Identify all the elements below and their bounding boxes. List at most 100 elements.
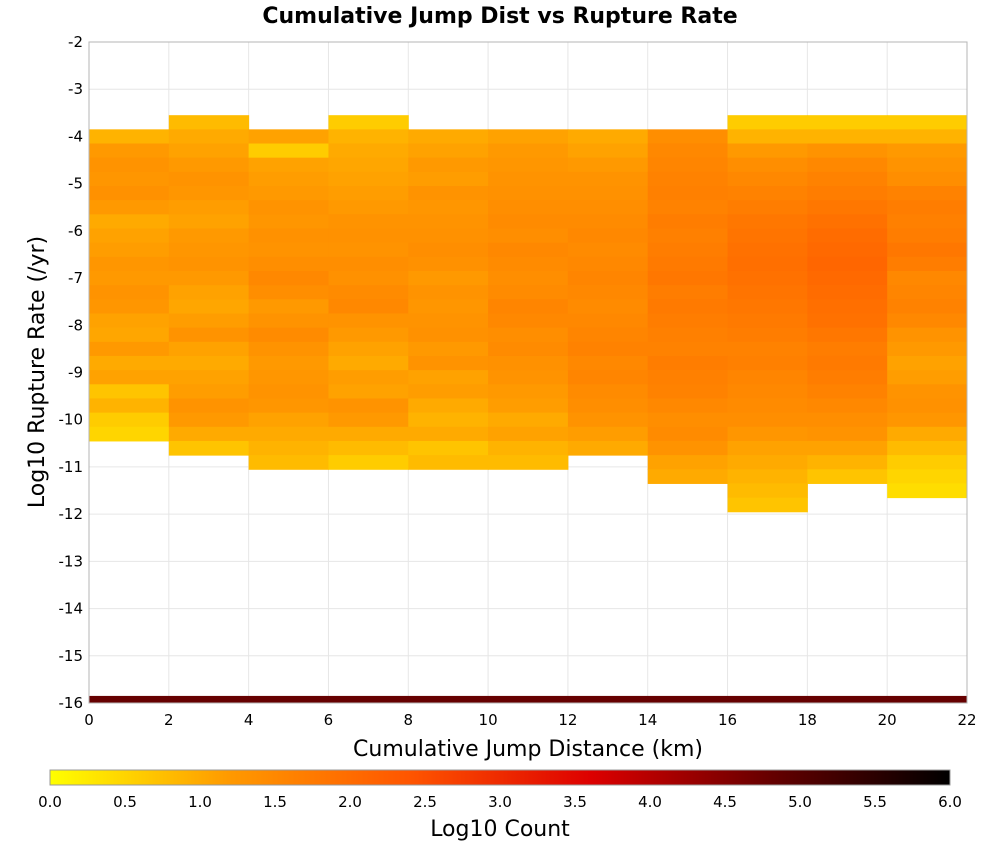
heatmap-cell	[488, 341, 569, 357]
heatmap-cell	[248, 327, 329, 343]
heatmap-cell	[567, 398, 649, 414]
heatmap-cell	[807, 440, 888, 456]
heatmap-cell	[647, 242, 729, 258]
heatmap-cell	[727, 341, 808, 357]
heatmap-cell	[328, 256, 409, 272]
heatmap-cell	[488, 412, 569, 428]
heatmap-cell	[727, 171, 808, 187]
heatmap-cell	[89, 327, 170, 343]
heatmap-cell	[807, 469, 888, 484]
colorbar-tick-label: 4.0	[638, 793, 662, 811]
heatmap-cell	[328, 313, 409, 329]
heatmap-cell	[647, 355, 729, 371]
heatmap-cell	[89, 171, 170, 187]
heatmap-cell	[488, 285, 569, 300]
y-tick-label: -16	[59, 694, 84, 712]
heatmap-cell	[248, 228, 329, 244]
heatmap-cell	[408, 412, 489, 428]
heatmap-cell	[727, 186, 808, 201]
heatmap-cell	[248, 270, 329, 286]
heatmap-cell	[567, 171, 649, 187]
heatmap-cell	[488, 157, 569, 173]
heatmap-cell	[887, 228, 968, 244]
heatmap-cell	[488, 242, 569, 258]
y-tick-label: -14	[59, 600, 84, 618]
heatmap-cell	[887, 129, 968, 145]
heatmap-cell	[887, 469, 968, 484]
heatmap-cell	[248, 256, 329, 272]
y-tick-label: -7	[68, 269, 83, 287]
heatmap-cell	[887, 355, 968, 371]
heatmap-cell	[488, 200, 569, 215]
heatmap-cell	[887, 341, 968, 357]
heatmap-cell	[727, 327, 808, 343]
heatmap-cell	[567, 285, 649, 300]
x-tick-label: 4	[244, 711, 254, 729]
heatmap-cell	[727, 115, 808, 130]
heatmap-cell	[807, 242, 888, 258]
heatmap-cells	[89, 115, 968, 703]
heatmap-cell	[807, 327, 888, 343]
x-tick-label: 20	[878, 711, 897, 729]
heatmap-cell	[248, 412, 329, 428]
heatmap-cell	[647, 384, 729, 399]
heatmap-cell	[328, 270, 409, 286]
x-tick-label: 2	[164, 711, 174, 729]
heatmap-cell	[488, 370, 569, 385]
heatmap-cell	[168, 214, 250, 229]
heatmap-cell	[567, 370, 649, 385]
heatmap-cell	[328, 299, 409, 314]
heatmap-cell	[408, 370, 489, 385]
heatmap-cell	[408, 299, 489, 314]
heatmap-cell	[168, 143, 250, 159]
heatmap-cell	[488, 398, 569, 414]
heatmap-cell	[807, 171, 888, 187]
heatmap-cell	[328, 384, 409, 399]
heatmap-cell	[727, 270, 808, 286]
heatmap-cell	[248, 171, 329, 187]
y-tick-label: -11	[59, 458, 84, 476]
heatmap-cell	[89, 157, 170, 173]
heatmap-cell	[647, 228, 729, 244]
heatmap-cell	[408, 355, 489, 371]
heatmap-cell	[647, 341, 729, 357]
heatmap-cell	[248, 186, 329, 201]
heatmap-cell	[647, 299, 729, 314]
heatmap-cell	[328, 115, 409, 130]
heatmap-cell	[168, 200, 250, 215]
heatmap-cell	[408, 426, 489, 442]
heatmap-cell	[647, 412, 729, 428]
heatmap-cell	[807, 214, 888, 229]
heatmap-cell	[89, 242, 170, 258]
heatmap-cell	[168, 228, 250, 244]
colorbar-tick-label: 6.0	[938, 793, 962, 811]
heatmap-cell	[408, 270, 489, 286]
heatmap-cell	[647, 214, 729, 229]
heatmap-cell	[647, 440, 729, 456]
y-tick-label: -13	[59, 552, 84, 570]
heatmap-cell	[887, 200, 968, 215]
heatmap-cell	[727, 412, 808, 428]
heatmap-cell	[727, 370, 808, 385]
heatmap-cell	[408, 157, 489, 173]
colorbar-tick-label: 0.5	[113, 793, 137, 811]
heatmap-cell	[567, 129, 649, 145]
heatmap-cell	[168, 327, 250, 343]
heatmap-cell	[727, 355, 808, 371]
heatmap-cell	[887, 299, 968, 314]
heatmap-cell	[647, 157, 729, 173]
heatmap-cell	[408, 214, 489, 229]
x-tick-label: 14	[638, 711, 657, 729]
heatmap-cell	[567, 242, 649, 258]
heatmap-cell	[727, 313, 808, 329]
heatmap-cell	[567, 143, 649, 159]
x-axis-label: Cumulative Jump Distance (km)	[353, 737, 703, 762]
heatmap-cell	[488, 129, 569, 145]
heatmap-cell	[168, 129, 250, 145]
heatmap-cell	[328, 455, 409, 470]
y-tick-label: -6	[68, 222, 83, 240]
x-tick-label: 16	[718, 711, 737, 729]
x-tick-label: 6	[324, 711, 334, 729]
heatmap-cell	[168, 186, 250, 201]
